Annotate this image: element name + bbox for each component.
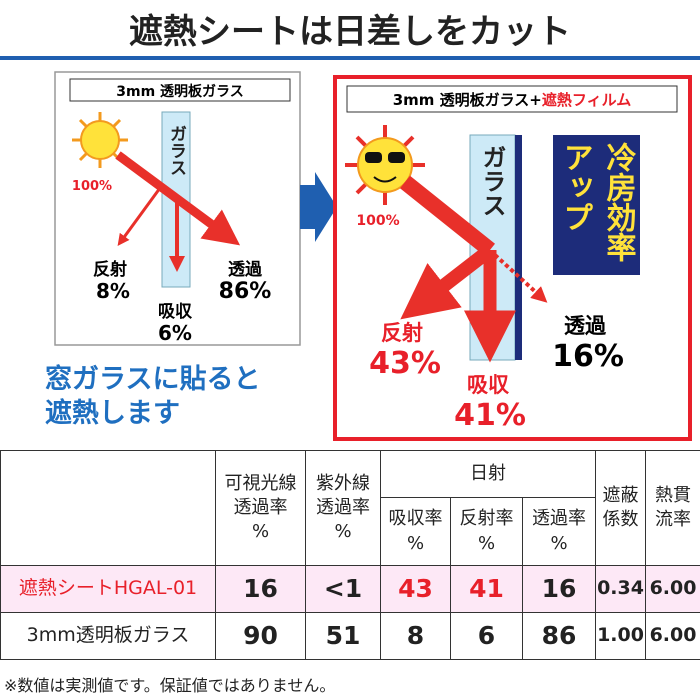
badge-line: アップ — [558, 142, 593, 232]
corner-cell — [0, 450, 216, 566]
badge-line: 冷房効率 — [601, 142, 637, 262]
cell: 6.00 — [645, 612, 700, 660]
cell: 86 — [521, 612, 597, 660]
left-absorb-label: 吸収 — [158, 302, 193, 322]
cell: 51 — [305, 612, 381, 660]
right-label: 3mm 透明板ガラス+遮熱フィルム — [393, 91, 632, 109]
right-reflect-label: 反射 — [381, 321, 423, 345]
cell: <1 — [305, 565, 381, 613]
title: 遮熱シートは日差しをカット — [129, 12, 571, 52]
caption-line: 遮熱します — [45, 397, 180, 429]
cell: 8 — [380, 612, 451, 660]
left-transmit: 86% — [219, 279, 272, 304]
header-cell: 可視光線 透過率 % — [215, 450, 306, 566]
row-label: 遮熱シートHGAL-01 — [0, 565, 216, 613]
right-transmit: 16% — [552, 339, 624, 374]
subheader-cell: 反射率 % — [450, 497, 523, 566]
right-incident: 100% — [356, 213, 399, 229]
right-label-accent: 遮熱フィルム — [542, 91, 631, 109]
subheader-cell: 透過率 % — [521, 497, 597, 566]
cell: 90 — [215, 612, 306, 660]
header-cell: 熱貫 流率 — [645, 450, 700, 566]
header-cell: 紫外線 透過率 % — [305, 450, 381, 566]
right-absorb-label: 吸収 — [467, 373, 510, 397]
left-reflect-label: 反射 — [93, 259, 127, 280]
diagram: 3mm 透明板ガラス ガラス 100% 反射 8% 吸収 6% 透過 86% 窓… — [45, 71, 692, 441]
right-absorb: 41% — [454, 398, 526, 433]
spec-table: 可視光線 透過率 % 紫外線 透過率 % 日射 遮蔽 係数 熱貫 流率 吸収率 … — [0, 450, 700, 660]
left-glass: ガラス — [166, 125, 186, 176]
cell: 41 — [450, 565, 523, 613]
row-label: 3mm透明板ガラス — [0, 612, 216, 660]
subheader-cell: 吸収率 % — [380, 497, 451, 566]
left-absorb: 6% — [158, 321, 192, 345]
cell: 0.34 — [595, 565, 647, 613]
cell: 6.00 — [645, 565, 700, 613]
cell: 43 — [380, 565, 451, 613]
cell: 16 — [521, 565, 597, 613]
cell: 1.00 — [595, 612, 647, 660]
caption-line: 窓ガラスに貼ると — [45, 363, 260, 395]
cell: 16 — [215, 565, 306, 613]
left-transmit-label: 透過 — [228, 259, 263, 280]
right-glass: ガラス — [478, 145, 506, 217]
right-reflect: 43% — [369, 346, 441, 381]
right-label-main: 3mm 透明板ガラス+ — [393, 91, 542, 109]
header-cell: 遮蔽 係数 — [595, 450, 647, 566]
cell: 6 — [450, 612, 523, 660]
left-label: 3mm 透明板ガラス — [116, 83, 244, 100]
left-incident: 100% — [72, 179, 112, 194]
right-transmit-label: 透過 — [564, 314, 607, 338]
footnote: ※数値は実測値です。保証値ではありません。 — [4, 676, 336, 695]
left-reflect: 8% — [96, 279, 130, 303]
header-cell: 日射 — [379, 450, 597, 498]
title-rule — [0, 56, 700, 60]
